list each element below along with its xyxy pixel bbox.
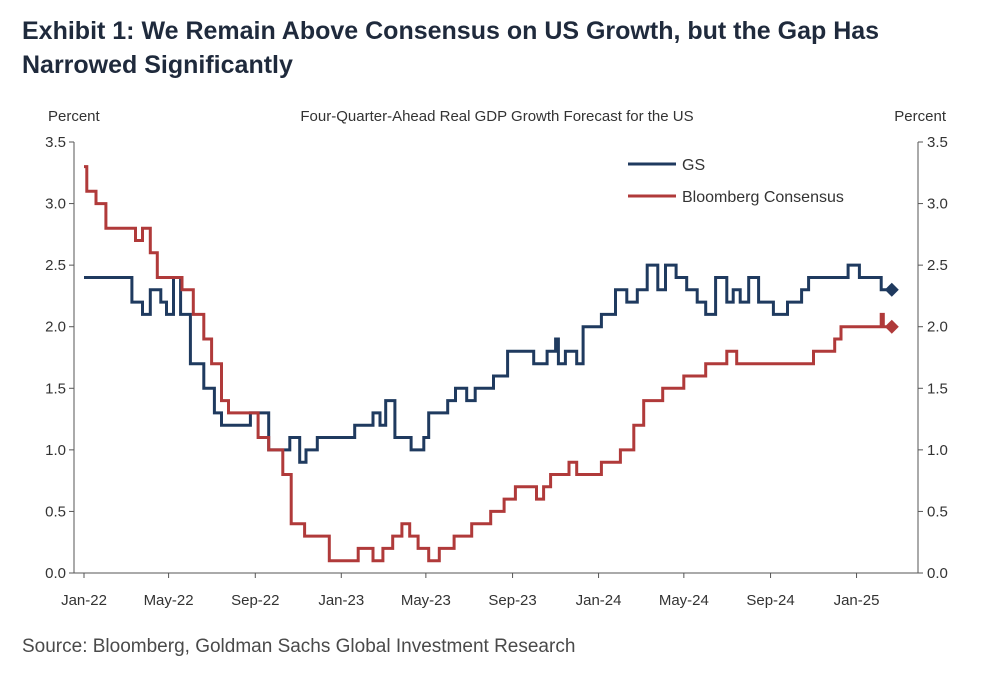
x-tick-label: Sep-24	[746, 592, 794, 609]
x-tick-label: Jan-24	[576, 592, 622, 609]
y-left-ticks: 0.0 0.5 1.0 1.5 2.0 2.5 3.0 3.5	[45, 134, 74, 582]
x-tick-label: May-24	[659, 592, 709, 609]
series-line-gs	[84, 263, 892, 464]
y-right-tick-label: 1.0	[927, 442, 948, 459]
y-right-axis-title: Percent	[894, 108, 947, 125]
legend-label-gs: GS	[682, 157, 705, 174]
y-right-ticks: 0.0 0.5 1.0 1.5 2.0 2.5 3.0 3.5	[918, 134, 948, 582]
y-right-tick-label: 0.5	[927, 503, 948, 520]
end-marker-bloomberg-consensus	[884, 319, 899, 334]
y-right-tick-label: 1.5	[927, 380, 948, 397]
x-tick-label: Jan-22	[61, 592, 107, 609]
legend-label-consensus: Bloomberg Consensus	[682, 189, 844, 206]
y-left-tick-label: 2.0	[45, 319, 66, 336]
y-left-tick-label: 3.0	[45, 196, 66, 213]
y-right-tick-label: 2.5	[927, 257, 948, 274]
y-left-tick-label: 0.0	[45, 565, 66, 582]
legend: GS Bloomberg Consensus	[628, 157, 844, 206]
chart-title: Four-Quarter-Ahead Real GDP Growth Forec…	[300, 108, 693, 125]
chart: Percent Four-Quarter-Ahead Real GDP Grow…	[45, 108, 948, 609]
x-tick-label: Jan-23	[318, 592, 364, 609]
y-left-tick-label: 1.5	[45, 380, 66, 397]
x-tick-label: Jan-25	[834, 592, 880, 609]
y-right-tick-label: 3.0	[927, 196, 948, 213]
end-marker-gs	[884, 282, 899, 297]
y-left-tick-label: 0.5	[45, 503, 66, 520]
x-tick-label: Sep-22	[231, 592, 279, 609]
y-left-tick-label: 2.5	[45, 257, 66, 274]
x-tick-label: May-23	[401, 592, 451, 609]
x-tick-label: Sep-23	[488, 592, 536, 609]
source-note: Source: Bloomberg, Goldman Sachs Global …	[22, 636, 576, 657]
x-ticks: Jan-22 May-22 Sep-22 Jan-23 May-23 Sep-23 Jan-…	[61, 573, 879, 609]
series-line-bloomberg-consensus	[84, 165, 892, 563]
y-right-tick-label: 2.0	[927, 319, 948, 336]
series-layer	[84, 165, 899, 563]
y-right-tick-label: 0.0	[927, 565, 948, 582]
x-tick-label: May-22	[144, 592, 194, 609]
exhibit-title: Exhibit 1: We Remain Above Consensus on …	[22, 17, 880, 79]
y-right-tick-label: 3.5	[927, 134, 948, 151]
y-left-tick-label: 1.0	[45, 442, 66, 459]
y-left-tick-label: 3.5	[45, 134, 66, 151]
y-left-axis-title: Percent	[48, 108, 101, 125]
